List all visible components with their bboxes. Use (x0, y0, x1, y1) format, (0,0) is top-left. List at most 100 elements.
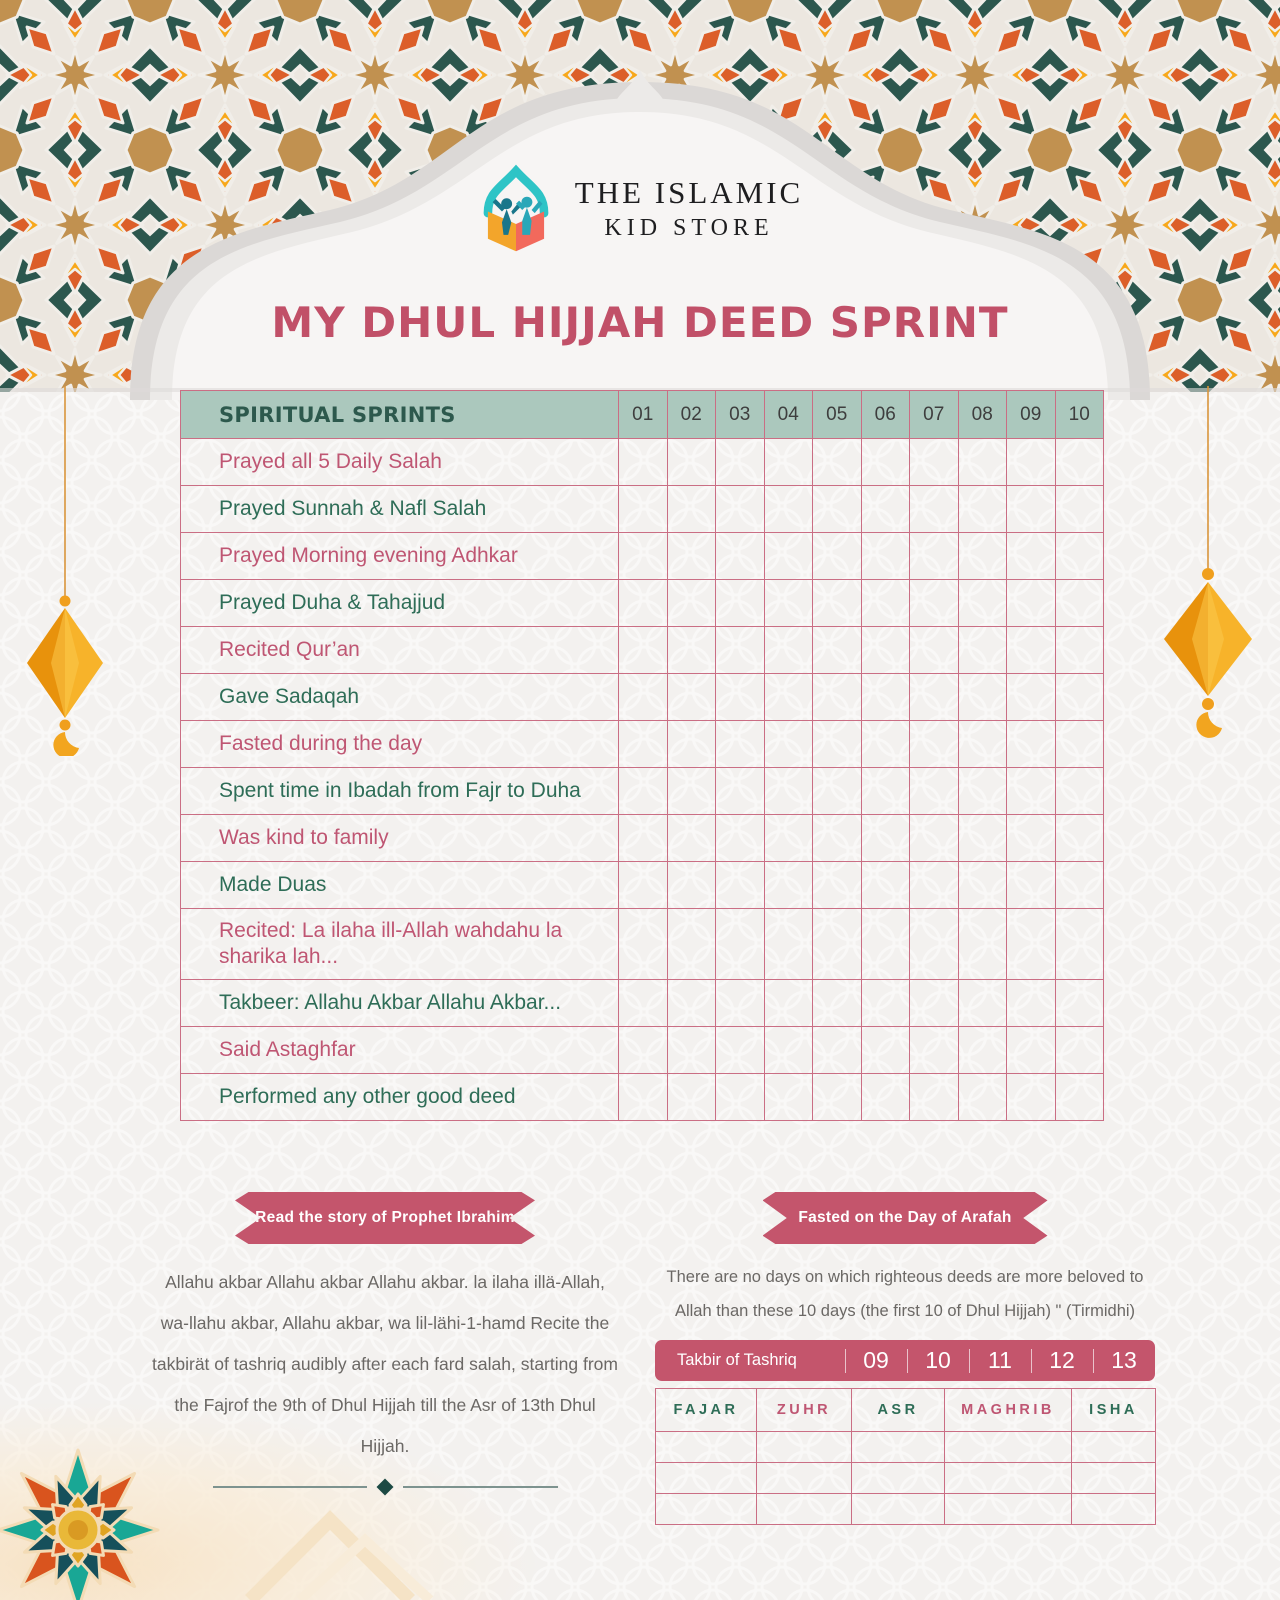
tracker-cell-day08[interactable] (957, 861, 1007, 909)
tracker-cell-day04[interactable] (763, 767, 813, 815)
tracker-cell-day06[interactable] (860, 908, 910, 980)
tracker-cell-day08[interactable] (957, 438, 1007, 486)
tracker-cell-day02[interactable] (666, 626, 716, 674)
tracker-cell-day01[interactable] (618, 908, 668, 980)
tracker-cell-day07[interactable] (909, 579, 959, 627)
tracker-cell-day04[interactable] (763, 908, 813, 980)
tracker-cell-day04[interactable] (763, 579, 813, 627)
tracker-cell-day09[interactable] (1006, 1026, 1056, 1074)
tracker-cell-day07[interactable] (909, 908, 959, 980)
prayer-time-cell-zuhr[interactable] (756, 1462, 852, 1494)
tracker-cell-day07[interactable] (909, 673, 959, 721)
tracker-cell-day06[interactable] (860, 814, 910, 862)
prayer-time-cell-maghrib[interactable] (944, 1493, 1072, 1525)
tracker-cell-day05[interactable] (812, 532, 862, 580)
tracker-cell-day08[interactable] (957, 1073, 1007, 1121)
tracker-cell-day02[interactable] (666, 532, 716, 580)
tracker-cell-day06[interactable] (860, 720, 910, 768)
tracker-cell-day07[interactable] (909, 720, 959, 768)
tracker-cell-day02[interactable] (666, 673, 716, 721)
tracker-cell-day07[interactable] (909, 861, 959, 909)
tracker-cell-day10[interactable] (1054, 626, 1104, 674)
tracker-cell-day03[interactable] (715, 626, 765, 674)
tracker-cell-day07[interactable] (909, 485, 959, 533)
tracker-cell-day08[interactable] (957, 908, 1007, 980)
prayer-time-cell-fajar[interactable] (655, 1462, 757, 1494)
tracker-cell-day02[interactable] (666, 767, 716, 815)
tracker-cell-day02[interactable] (666, 814, 716, 862)
tracker-cell-day02[interactable] (666, 485, 716, 533)
tracker-cell-day03[interactable] (715, 673, 765, 721)
tracker-cell-day08[interactable] (957, 532, 1007, 580)
tracker-cell-day06[interactable] (860, 1026, 910, 1074)
tracker-cell-day05[interactable] (812, 579, 862, 627)
tracker-cell-day10[interactable] (1054, 1026, 1104, 1074)
tracker-cell-day04[interactable] (763, 1026, 813, 1074)
tracker-cell-day02[interactable] (666, 1026, 716, 1074)
tracker-cell-day04[interactable] (763, 673, 813, 721)
tracker-cell-day04[interactable] (763, 1073, 813, 1121)
tracker-cell-day05[interactable] (812, 979, 862, 1027)
tracker-cell-day07[interactable] (909, 626, 959, 674)
tracker-cell-day03[interactable] (715, 979, 765, 1027)
tracker-cell-day06[interactable] (860, 979, 910, 1027)
tracker-cell-day09[interactable] (1006, 861, 1056, 909)
prayer-time-cell-asr[interactable] (851, 1493, 945, 1525)
prayer-time-cell-maghrib[interactable] (944, 1462, 1072, 1494)
prayer-time-cell-isha[interactable] (1071, 1431, 1156, 1463)
tracker-cell-day07[interactable] (909, 532, 959, 580)
tracker-cell-day10[interactable] (1054, 532, 1104, 580)
tracker-cell-day05[interactable] (812, 814, 862, 862)
tracker-cell-day08[interactable] (957, 626, 1007, 674)
tracker-cell-day02[interactable] (666, 1073, 716, 1121)
tracker-cell-day06[interactable] (860, 626, 910, 674)
tracker-cell-day05[interactable] (812, 767, 862, 815)
tracker-cell-day06[interactable] (860, 861, 910, 909)
tracker-cell-day04[interactable] (763, 861, 813, 909)
tracker-cell-day01[interactable] (618, 979, 668, 1027)
tracker-cell-day03[interactable] (715, 485, 765, 533)
tracker-cell-day01[interactable] (618, 438, 668, 486)
tracker-cell-day03[interactable] (715, 532, 765, 580)
tracker-cell-day03[interactable] (715, 438, 765, 486)
tracker-cell-day09[interactable] (1006, 485, 1056, 533)
tracker-cell-day09[interactable] (1006, 532, 1056, 580)
tracker-cell-day07[interactable] (909, 1073, 959, 1121)
tracker-cell-day07[interactable] (909, 814, 959, 862)
tracker-cell-day02[interactable] (666, 720, 716, 768)
tracker-cell-day09[interactable] (1006, 579, 1056, 627)
tracker-cell-day01[interactable] (618, 626, 668, 674)
tracker-cell-day03[interactable] (715, 767, 765, 815)
tracker-cell-day02[interactable] (666, 438, 716, 486)
tracker-cell-day10[interactable] (1054, 485, 1104, 533)
tracker-cell-day02[interactable] (666, 908, 716, 980)
tracker-cell-day05[interactable] (812, 438, 862, 486)
prayer-time-cell-zuhr[interactable] (756, 1431, 852, 1463)
tracker-cell-day09[interactable] (1006, 979, 1056, 1027)
tracker-cell-day10[interactable] (1054, 438, 1104, 486)
tracker-cell-day05[interactable] (812, 720, 862, 768)
tracker-cell-day06[interactable] (860, 485, 910, 533)
tracker-cell-day02[interactable] (666, 979, 716, 1027)
tracker-cell-day09[interactable] (1006, 814, 1056, 862)
tracker-cell-day08[interactable] (957, 979, 1007, 1027)
tracker-cell-day01[interactable] (618, 1026, 668, 1074)
tracker-cell-day06[interactable] (860, 532, 910, 580)
tracker-cell-day10[interactable] (1054, 861, 1104, 909)
prayer-time-cell-asr[interactable] (851, 1462, 945, 1494)
tracker-cell-day08[interactable] (957, 767, 1007, 815)
tracker-cell-day08[interactable] (957, 485, 1007, 533)
tracker-cell-day09[interactable] (1006, 720, 1056, 768)
tracker-cell-day09[interactable] (1006, 438, 1056, 486)
tracker-cell-day05[interactable] (812, 626, 862, 674)
tracker-cell-day08[interactable] (957, 720, 1007, 768)
tracker-cell-day05[interactable] (812, 861, 862, 909)
tracker-cell-day01[interactable] (618, 673, 668, 721)
tracker-cell-day05[interactable] (812, 1026, 862, 1074)
tracker-cell-day09[interactable] (1006, 908, 1056, 980)
tracker-cell-day08[interactable] (957, 1026, 1007, 1074)
tracker-cell-day04[interactable] (763, 532, 813, 580)
tracker-cell-day02[interactable] (666, 579, 716, 627)
tracker-cell-day10[interactable] (1054, 673, 1104, 721)
tracker-cell-day04[interactable] (763, 720, 813, 768)
